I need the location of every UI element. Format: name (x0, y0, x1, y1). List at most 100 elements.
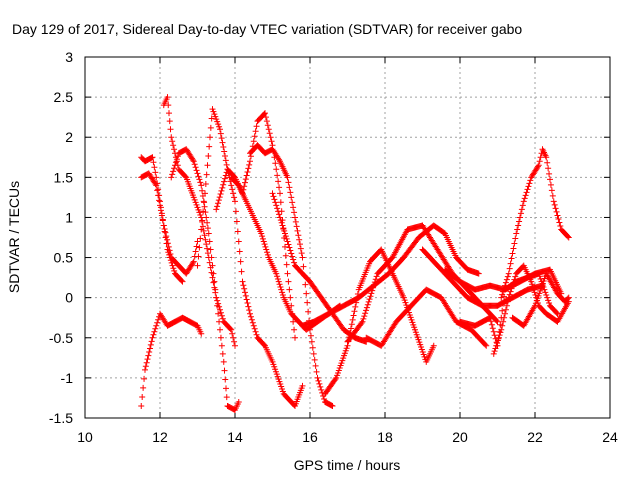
series-track-5 (168, 146, 242, 413)
data-point (553, 208, 560, 215)
data-point (291, 326, 298, 333)
data-point (282, 243, 288, 250)
data-point (499, 307, 506, 314)
data-point (246, 307, 253, 314)
data-point (291, 259, 298, 266)
data-point (528, 278, 535, 285)
data-point (203, 214, 210, 221)
data-point (499, 322, 506, 329)
data-point (286, 184, 293, 191)
data-point (139, 393, 146, 400)
data-point (263, 118, 270, 125)
data-point (194, 204, 201, 211)
data-point (531, 289, 538, 296)
data-point (277, 199, 284, 206)
data-point (271, 196, 278, 203)
data-point (364, 301, 371, 308)
data-point (219, 184, 226, 191)
data-point (297, 241, 303, 248)
data-point (294, 227, 301, 234)
data-point (215, 310, 222, 317)
data-point (532, 291, 539, 298)
data-point (529, 281, 536, 288)
data-point (167, 126, 174, 133)
data-point (329, 402, 336, 409)
data-point (251, 325, 258, 332)
data-point (170, 265, 177, 272)
data-point (290, 204, 297, 211)
y-tick-label: 2 (65, 129, 73, 145)
data-point (307, 332, 314, 339)
data-point (147, 341, 154, 348)
data-point (203, 171, 210, 178)
data-point (218, 312, 225, 319)
data-point (156, 192, 163, 199)
data-point (277, 283, 284, 290)
data-point (275, 178, 282, 185)
data-point (268, 138, 275, 145)
data-point (194, 262, 201, 269)
data-point (210, 108, 217, 115)
data-point (192, 164, 199, 171)
data-point (173, 156, 180, 163)
data-point (513, 230, 520, 237)
data-point (153, 174, 160, 181)
data-point (281, 227, 288, 234)
data-point (217, 326, 223, 333)
x-tick-label: 16 (302, 429, 318, 445)
data-point (277, 190, 283, 197)
data-point (227, 325, 234, 332)
data-point (163, 240, 170, 247)
data-point (261, 241, 268, 248)
data-point (155, 186, 162, 193)
data-point (149, 334, 156, 341)
data-point (287, 247, 294, 254)
grid-lines (85, 57, 610, 418)
data-point (361, 313, 368, 320)
data-point (502, 282, 508, 289)
data-point (262, 243, 269, 250)
axis-ticks (84, 56, 611, 419)
data-point (205, 230, 212, 237)
series-track-2 (138, 170, 201, 277)
data-point (241, 285, 248, 292)
data-point (349, 316, 356, 323)
series-track-8 (228, 174, 343, 333)
data-point (282, 252, 289, 259)
data-point (258, 230, 265, 237)
data-point (348, 321, 355, 328)
data-point (543, 154, 550, 161)
data-point (500, 318, 507, 325)
data-point (198, 330, 205, 337)
data-point (557, 222, 564, 229)
data-point (212, 286, 219, 293)
data-point (156, 197, 163, 204)
data-point (138, 402, 145, 409)
data-point (166, 118, 173, 125)
data-point (202, 181, 209, 188)
data-point (547, 181, 554, 188)
data-point (362, 310, 369, 317)
data-point (212, 113, 219, 120)
data-point (179, 278, 186, 285)
data-point (170, 142, 177, 149)
data-point (209, 262, 216, 269)
data-point (201, 203, 208, 210)
data-point (492, 345, 499, 352)
data-point (214, 302, 221, 309)
data-point (506, 291, 513, 298)
data-point (222, 376, 229, 383)
data-point (304, 299, 311, 306)
data-point (507, 288, 514, 295)
data-point (536, 158, 543, 165)
data-point (277, 217, 284, 224)
data-point (199, 217, 206, 224)
data-point (244, 168, 251, 175)
data-point (272, 160, 279, 167)
data-point (215, 121, 222, 128)
data-point (215, 197, 222, 204)
data-point (242, 176, 249, 183)
data-point (142, 363, 149, 370)
data-point (493, 342, 500, 349)
data-point (241, 183, 248, 190)
